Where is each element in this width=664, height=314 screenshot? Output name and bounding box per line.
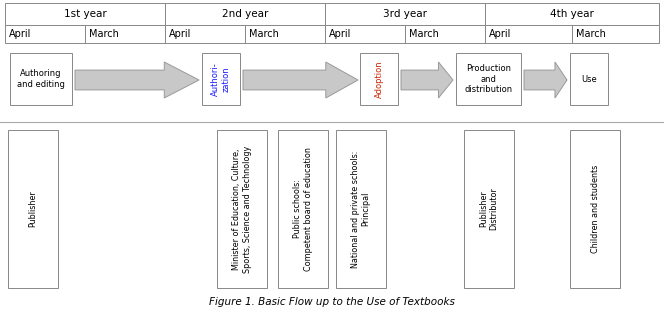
Text: 2nd year: 2nd year [222,9,268,19]
Text: 4th year: 4th year [550,9,594,19]
Text: April: April [489,29,511,39]
Bar [325,3,485,25]
Polygon shape [524,62,567,98]
Bar [10,53,72,105]
Text: Minister of Education, Culture,
Sports, Science and Technology: Minister of Education, Culture, Sports, … [232,145,252,273]
Text: March: March [409,29,439,39]
Bar [8,130,58,288]
Bar [325,25,405,43]
Text: Adoption: Adoption [374,60,384,98]
Bar [278,130,328,288]
Polygon shape [243,62,358,98]
Text: Production
and
distribution: Production and distribution [464,64,513,94]
Text: April: April [169,29,191,39]
Bar [464,130,514,288]
Text: March: March [576,29,606,39]
Text: 1st year: 1st year [64,9,106,19]
Text: April: April [329,29,351,39]
Text: Authori-
zation: Authori- zation [211,62,230,96]
Bar [572,25,659,43]
Text: Figure 1. Basic Flow up to the Use of Textbooks: Figure 1. Basic Flow up to the Use of Te… [209,297,455,307]
Text: Publisher
Distributor: Publisher Distributor [479,187,499,230]
Bar [245,25,325,43]
Bar [570,53,608,105]
Text: March: March [249,29,279,39]
Bar [456,53,521,105]
Text: Publisher: Publisher [29,191,37,227]
Text: National and private schools:
Principal: National and private schools: Principal [351,150,371,268]
Polygon shape [401,62,453,98]
Text: 3rd year: 3rd year [383,9,427,19]
Bar [360,53,398,105]
Bar [202,53,240,105]
Text: Public schools:
Competent board of education: Public schools: Competent board of educa… [293,147,313,271]
Text: Use: Use [581,74,597,84]
Text: Authoring
and editing: Authoring and editing [17,69,65,89]
Text: Children and students: Children and students [590,165,600,253]
Bar [5,3,165,25]
Text: April: April [9,29,31,39]
Bar [165,25,245,43]
Bar [165,3,325,25]
Bar [5,25,85,43]
Bar [85,25,165,43]
Bar [485,3,659,25]
Bar [217,130,267,288]
Bar [405,25,485,43]
Bar [336,130,386,288]
Bar [570,130,620,288]
Bar [485,25,572,43]
Polygon shape [75,62,199,98]
Text: March: March [89,29,119,39]
